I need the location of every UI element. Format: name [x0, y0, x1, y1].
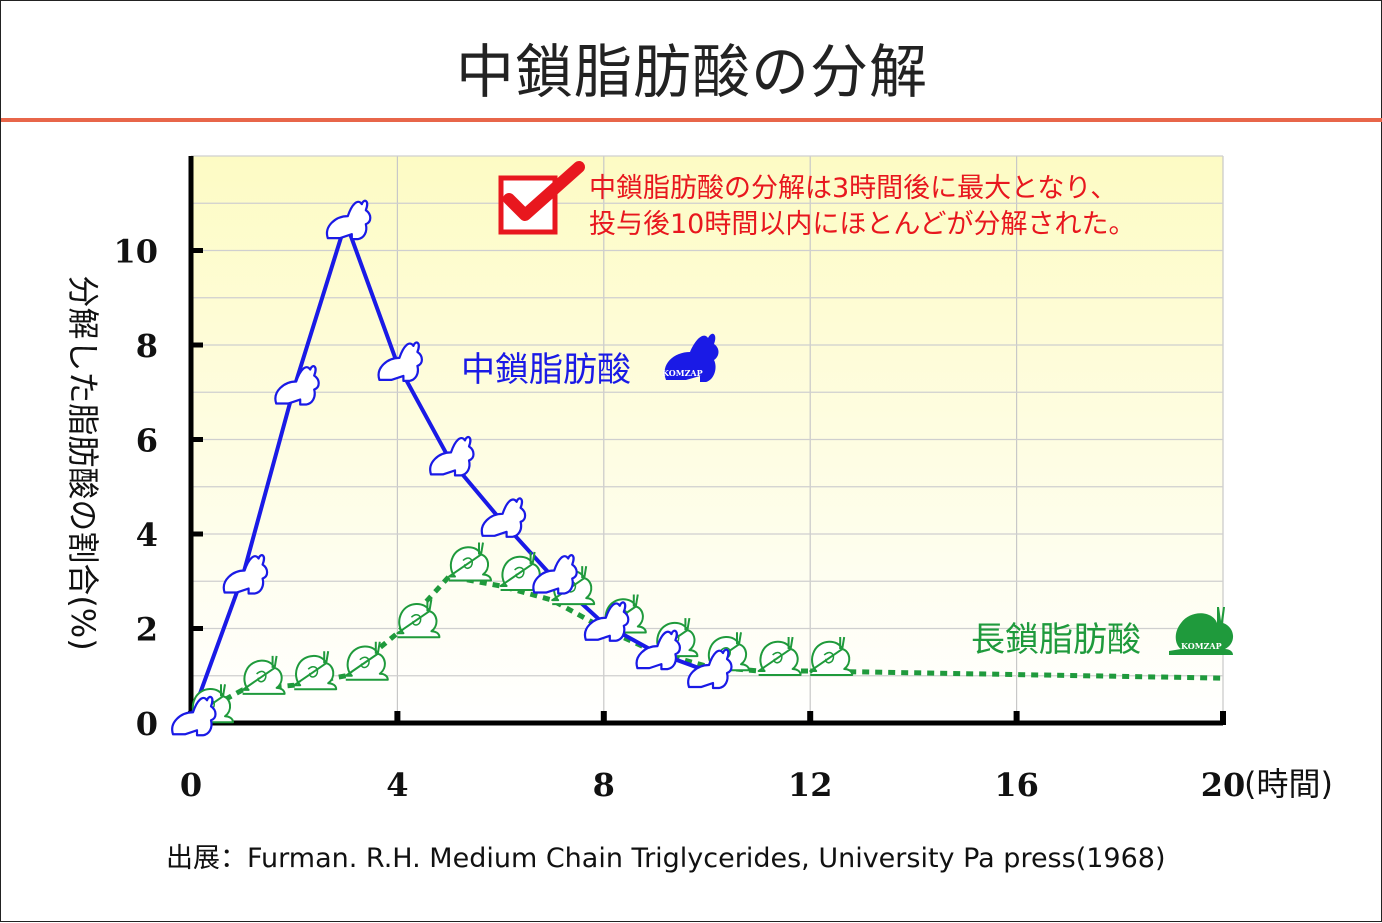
snail-icon-body — [241, 655, 286, 695]
rabbit-icon — [222, 554, 269, 595]
rabbit-icon-body — [222, 554, 269, 595]
rabbit-icon-body — [274, 365, 320, 406]
x-tick-label: 12 — [788, 766, 833, 804]
tick-labels: 0 4 8 12 16 20 0 2 4 6 8 10 — [113, 233, 1245, 805]
snail-icon-body — [396, 599, 441, 639]
rabbit-icon-body — [480, 497, 527, 538]
source-citation: 出展：Furman. R.H. Medium Chain Triglycerid… — [166, 843, 1166, 874]
snail-icon — [293, 651, 338, 691]
annotation-line-2: 投与後10時間以内にほとんどが分解された。 — [589, 209, 1136, 240]
markers — [171, 199, 854, 737]
snail-icon-body — [809, 636, 854, 677]
series-label-mcfa: 中鎖脂肪酸 KOMZAP — [461, 333, 719, 390]
snail-shell-spiral — [514, 566, 525, 579]
x-tick-label: 4 — [386, 766, 408, 804]
rabbit-badge-text: KOMZAP — [662, 368, 703, 378]
snail-icon-body — [757, 636, 802, 677]
x-tick-label: 16 — [994, 766, 1039, 804]
rabbit-icon — [429, 435, 475, 477]
y-axis-label-text: 分解した脂肪酸の割合(%) — [64, 275, 102, 650]
snail-icon — [241, 655, 286, 695]
series-label-mcfa-text: 中鎖脂肪酸 — [461, 350, 631, 390]
rabbit-icon-body — [325, 199, 372, 241]
snail-icon — [396, 599, 441, 639]
snail-icon — [809, 636, 854, 677]
title-divider — [1, 118, 1382, 122]
annotation: 中鎖脂肪酸の分解は3時間後に最大となり、 投与後10時間以内にほとんどが分解され… — [498, 161, 1136, 240]
x-tick-label: 0 — [180, 766, 202, 804]
y-tick-label: 6 — [136, 422, 158, 460]
snail-shell-spiral — [410, 614, 422, 626]
snail-shell-spiral — [772, 651, 783, 664]
rabbit-icon — [274, 365, 320, 406]
snail-shell-spiral — [256, 670, 267, 683]
snail-icon — [757, 636, 802, 677]
x-axis-unit-label: (時間) — [1244, 765, 1333, 803]
y-tick-label: 2 — [136, 611, 158, 649]
snail-shell-spiral — [462, 557, 474, 569]
snail-icon-body — [448, 542, 492, 582]
y-tick-label: 8 — [136, 327, 158, 365]
annotation-line-1: 中鎖脂肪酸の分解は3時間後に最大となり、 — [589, 173, 1117, 204]
check-mark — [503, 161, 585, 221]
x-tick-label: 8 — [593, 766, 615, 804]
rabbit-icon-body — [377, 341, 423, 382]
rabbit-icon-body — [532, 554, 578, 595]
y-tick-label: 4 — [136, 516, 158, 554]
x-tick-label: 20 — [1201, 766, 1246, 804]
rabbit-icon — [377, 341, 423, 382]
snail-icon — [344, 641, 389, 681]
snail-shell-spiral — [307, 666, 319, 678]
series-label-lcfa-text: 長鎖脂肪酸 — [971, 620, 1141, 660]
snail-badge-text: KOMZAP — [1181, 641, 1222, 651]
rabbit-badge-icon: KOMZAP — [662, 333, 719, 382]
rabbit-icon-body — [583, 601, 630, 642]
snail-badge-icon: KOMZAP — [1169, 607, 1234, 655]
rabbit-icon — [480, 497, 527, 538]
rabbit-icon-body — [429, 435, 475, 477]
snail-shell-spiral — [359, 656, 370, 669]
snail-icon-body — [293, 651, 338, 691]
y-axis-label: 分解した脂肪酸の割合(%) — [64, 275, 102, 650]
rabbit-icon-body — [687, 648, 733, 690]
rabbit-icon — [325, 199, 372, 241]
axes — [188, 156, 1226, 726]
rabbit-icon — [635, 629, 681, 671]
y-tick-label: 0 — [136, 705, 158, 743]
rabbit-icon — [532, 554, 578, 595]
snail-icon — [448, 542, 492, 582]
series-line-lcfa-tail — [810, 668, 1224, 681]
snail-icon-body — [344, 641, 389, 681]
snail-shell-spiral — [823, 651, 835, 664]
rabbit-icon-body — [635, 629, 681, 671]
rabbit-icon — [583, 601, 630, 642]
rabbit-icon — [171, 695, 217, 737]
series-label-lcfa: 長鎖脂肪酸 KOMZAP — [971, 607, 1234, 660]
page-title: 中鎖脂肪酸の分解 — [455, 38, 928, 106]
y-tick-label: 10 — [113, 233, 158, 271]
rabbit-icon — [687, 648, 733, 690]
rabbit-icon-body — [171, 695, 217, 737]
